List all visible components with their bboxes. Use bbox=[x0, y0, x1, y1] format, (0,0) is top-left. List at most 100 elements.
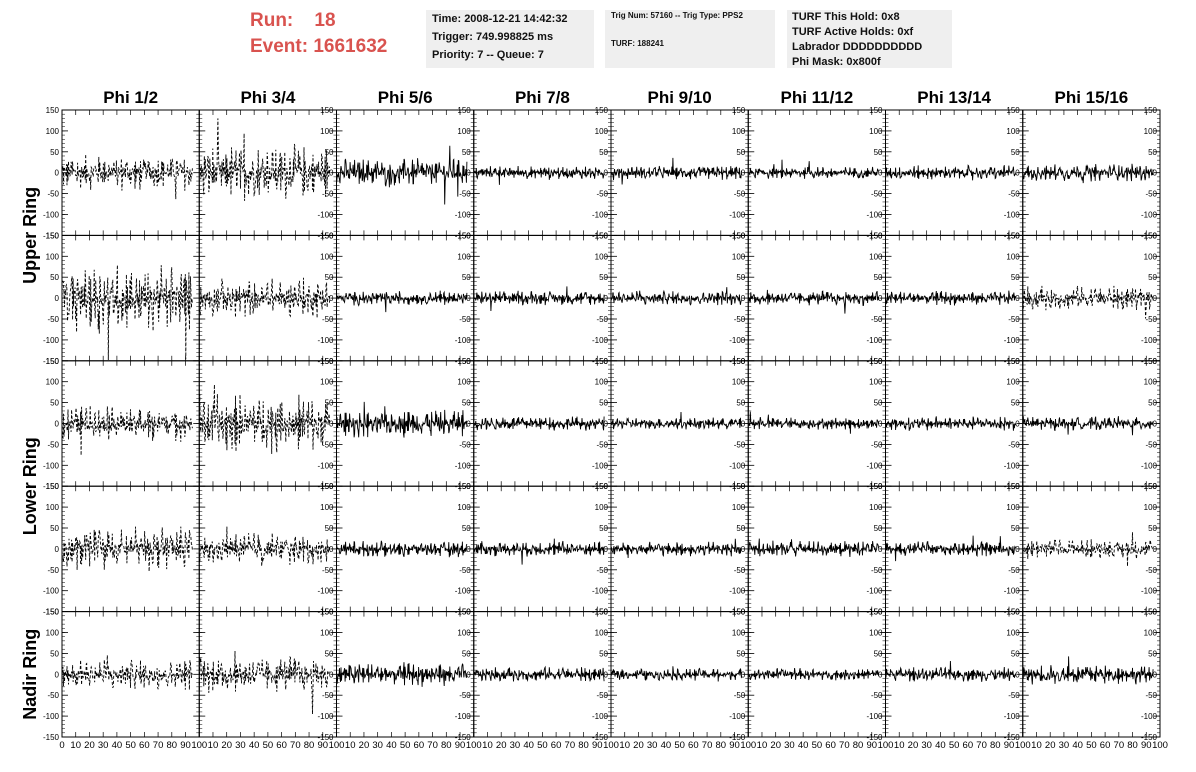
y-tick-label: -50 bbox=[1145, 440, 1157, 449]
y-tick-label: 100 bbox=[46, 503, 60, 512]
y-tick-label: 50 bbox=[736, 273, 745, 282]
y-tick-label: 0 bbox=[604, 545, 609, 554]
y-tick-label: 150 bbox=[595, 357, 609, 366]
x-tick-label: 50 bbox=[263, 740, 274, 751]
y-tick-label: -50 bbox=[47, 315, 59, 324]
y-tick-label: 150 bbox=[1144, 608, 1158, 617]
y-tick-label: 50 bbox=[50, 148, 59, 157]
y-tick-label: -100 bbox=[43, 211, 60, 220]
x-tick-label: 90 bbox=[729, 740, 740, 751]
y-tick-label: 0 bbox=[329, 294, 334, 303]
y-tick-label: 0 bbox=[1015, 670, 1020, 679]
y-tick-label: -100 bbox=[43, 461, 60, 470]
y-tick-label: -100 bbox=[1141, 587, 1158, 596]
x-tick-label: 40 bbox=[386, 740, 397, 751]
x-tick-label: 100 bbox=[329, 740, 345, 751]
y-tick-label: 150 bbox=[1006, 482, 1020, 491]
x-tick-label: 20 bbox=[908, 740, 919, 751]
x-tick-label: 10 bbox=[619, 740, 630, 751]
ring-label: Lower Ring bbox=[20, 437, 40, 535]
waveform-trace bbox=[336, 290, 468, 313]
run-event-box: Run: 18 Event: 1661632 bbox=[250, 8, 387, 60]
y-tick-label: 100 bbox=[1006, 629, 1020, 638]
waveform-trace bbox=[336, 662, 468, 687]
x-tick-label: 60 bbox=[963, 740, 974, 751]
y-tick-label: 50 bbox=[325, 148, 334, 157]
y-tick-label: -50 bbox=[871, 190, 883, 199]
waveform-trace bbox=[473, 165, 605, 185]
y-tick-label: 150 bbox=[1144, 106, 1158, 115]
waveform-trace bbox=[747, 538, 880, 558]
y-tick-label: -150 bbox=[1141, 733, 1158, 742]
y-tick-label: 0 bbox=[741, 169, 746, 178]
y-tick-label: 50 bbox=[874, 524, 883, 533]
x-tick-label: 10 bbox=[345, 740, 356, 751]
y-tick-label: -50 bbox=[596, 440, 608, 449]
x-tick-label: 10 bbox=[208, 740, 219, 751]
y-tick-label: 0 bbox=[1153, 545, 1158, 554]
x-tick-label: 100 bbox=[1015, 740, 1031, 751]
y-tick-label: 150 bbox=[457, 357, 471, 366]
column-title: Phi 7/8 bbox=[515, 88, 570, 107]
y-tick-label: 100 bbox=[1144, 503, 1158, 512]
run-row: Run: 18 bbox=[250, 8, 387, 34]
y-tick-label: 150 bbox=[1006, 106, 1020, 115]
x-tick-label: 80 bbox=[578, 740, 589, 751]
y-tick-label: -100 bbox=[729, 336, 746, 345]
y-tick-label: 100 bbox=[732, 629, 746, 638]
y-tick-label: 150 bbox=[732, 482, 746, 491]
x-tick-label: 30 bbox=[235, 740, 246, 751]
y-tick-label: 150 bbox=[1006, 357, 1020, 366]
y-tick-label: 150 bbox=[320, 357, 334, 366]
y-tick-label: 150 bbox=[1006, 231, 1020, 240]
y-tick-label: -50 bbox=[1145, 691, 1157, 700]
y-tick-label: 100 bbox=[1144, 127, 1158, 136]
y-tick-label: 150 bbox=[320, 231, 334, 240]
waveform-trace bbox=[610, 666, 742, 682]
x-tick-label: 30 bbox=[784, 740, 795, 751]
y-tick-label: 100 bbox=[1006, 127, 1020, 136]
x-tick-label: 20 bbox=[221, 740, 232, 751]
x-tick-label: 20 bbox=[496, 740, 507, 751]
y-tick-label: -100 bbox=[1004, 587, 1021, 596]
x-tick-label: 40 bbox=[249, 740, 260, 751]
y-tick-label: -100 bbox=[592, 211, 609, 220]
y-tick-label: 150 bbox=[595, 608, 609, 617]
x-tick-label: 40 bbox=[112, 740, 123, 751]
x-tick-label: 60 bbox=[825, 740, 836, 751]
y-tick-label: 0 bbox=[55, 420, 60, 429]
phi-mask-text: Phi Mask: 0x800f bbox=[792, 56, 881, 68]
y-tick-label: 100 bbox=[732, 378, 746, 387]
y-tick-label: 50 bbox=[462, 649, 471, 658]
y-tick-label: 100 bbox=[457, 252, 471, 261]
y-tick-label: 0 bbox=[878, 670, 883, 679]
x-tick-label: 20 bbox=[1045, 740, 1056, 751]
event-row: Event: 1661632 bbox=[250, 34, 387, 60]
y-tick-label: 50 bbox=[1011, 649, 1020, 658]
y-tick-label: 0 bbox=[466, 169, 471, 178]
y-tick-label: -50 bbox=[734, 315, 746, 324]
y-tick-label: 0 bbox=[1153, 169, 1158, 178]
x-tick-label: 10 bbox=[482, 740, 493, 751]
y-tick-label: -50 bbox=[459, 440, 471, 449]
x-tick-label: 70 bbox=[153, 740, 164, 751]
y-tick-label: 50 bbox=[874, 399, 883, 408]
y-tick-label: -100 bbox=[455, 336, 472, 345]
y-tick-label: 0 bbox=[329, 169, 334, 178]
x-tick-label: 30 bbox=[372, 740, 383, 751]
waveform-trace bbox=[61, 655, 193, 690]
waveform-trace bbox=[473, 286, 605, 312]
y-tick-label: -50 bbox=[596, 190, 608, 199]
y-tick-label: -150 bbox=[43, 357, 60, 366]
x-tick-label: 40 bbox=[523, 740, 534, 751]
y-tick-label: 50 bbox=[50, 273, 59, 282]
y-tick-label: 50 bbox=[1148, 524, 1157, 533]
x-tick-label: 10 bbox=[757, 740, 768, 751]
y-tick-label: -100 bbox=[317, 211, 334, 220]
y-tick-label: 150 bbox=[320, 482, 334, 491]
trig-num-text: Trig Num: 57160 -- Trig Type: PPS2 bbox=[611, 11, 743, 20]
y-tick-label: 150 bbox=[46, 608, 60, 617]
y-tick-label: 0 bbox=[741, 294, 746, 303]
y-tick-label: -50 bbox=[459, 190, 471, 199]
y-tick-label: 100 bbox=[457, 127, 471, 136]
